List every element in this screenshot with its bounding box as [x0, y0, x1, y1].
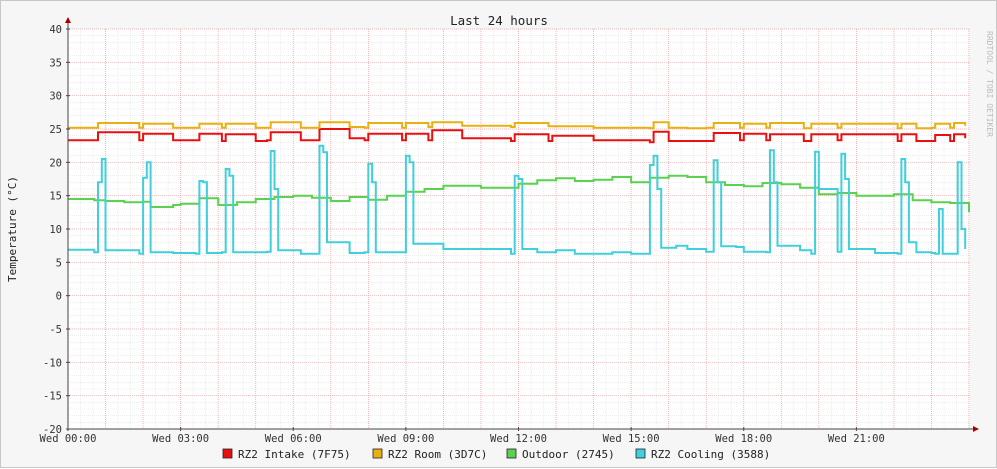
y-tick-label: 5	[56, 257, 62, 269]
x-tick-label: Wed 12:00	[490, 433, 547, 445]
y-tick-label: 0	[56, 291, 62, 303]
watermark: RRDTOOL / TOBI OETIKER	[985, 31, 994, 137]
x-tick-label: Wed 15:00	[603, 433, 660, 445]
legend: RZ2 Intake (7F75) RZ2 Room (3D7C) Outdoor …	[222, 448, 770, 461]
y-tick-labels: 40 35 30 25 20 15 10 5 0 -5 -10 -15 -20	[43, 24, 62, 436]
legend-swatch-2	[506, 448, 517, 459]
x-tick-label: Wed 00:00	[40, 433, 97, 445]
y-tick-label: -20	[43, 424, 62, 436]
series-line-0	[68, 128, 967, 144]
series-line-1	[68, 121, 967, 130]
x-tick-label: Wed 03:00	[152, 433, 209, 445]
series-group	[68, 121, 970, 255]
y-tick-label: 40	[49, 24, 62, 36]
y-tick-label: 35	[49, 57, 62, 69]
x-tick-label: Wed 09:00	[377, 433, 434, 445]
y-axis-label: Temperature (°C)	[6, 176, 19, 282]
y-tick-label: 15	[49, 191, 62, 203]
legend-label-3: RZ2 Cooling (3588)	[651, 448, 770, 461]
legend-swatch-3	[635, 448, 646, 459]
legend-label-2: Outdoor (2745)	[522, 448, 615, 461]
x-tick-label: Wed 18:00	[715, 433, 772, 445]
y-tick-label: 10	[49, 224, 62, 236]
chart-title: Last 24 hours	[450, 13, 548, 28]
legend-label-0: RZ2 Intake (7F75)	[238, 448, 351, 461]
axes	[65, 17, 979, 432]
x-tick-label: Wed 06:00	[265, 433, 322, 445]
y-tick-label: -15	[43, 391, 62, 403]
y-axis-arrow	[65, 17, 71, 23]
series-line-3	[68, 144, 967, 255]
y-tick-label: -10	[43, 357, 62, 369]
legend-swatch-1	[372, 448, 383, 459]
x-tick-label: Wed 21:00	[828, 433, 885, 445]
y-tick-label: -5	[49, 324, 62, 336]
y-tick-label: 25	[49, 124, 62, 136]
y-tick-label: 20	[49, 157, 62, 169]
y-tick-label: 30	[49, 91, 62, 103]
legend-swatch-0	[222, 448, 233, 459]
x-axis-arrow	[973, 426, 979, 432]
legend-label-1: RZ2 Room (3D7C)	[388, 448, 487, 461]
x-tick-labels: Wed 00:00 Wed 03:00 Wed 06:00 Wed 09:00 Wed …	[40, 433, 885, 445]
